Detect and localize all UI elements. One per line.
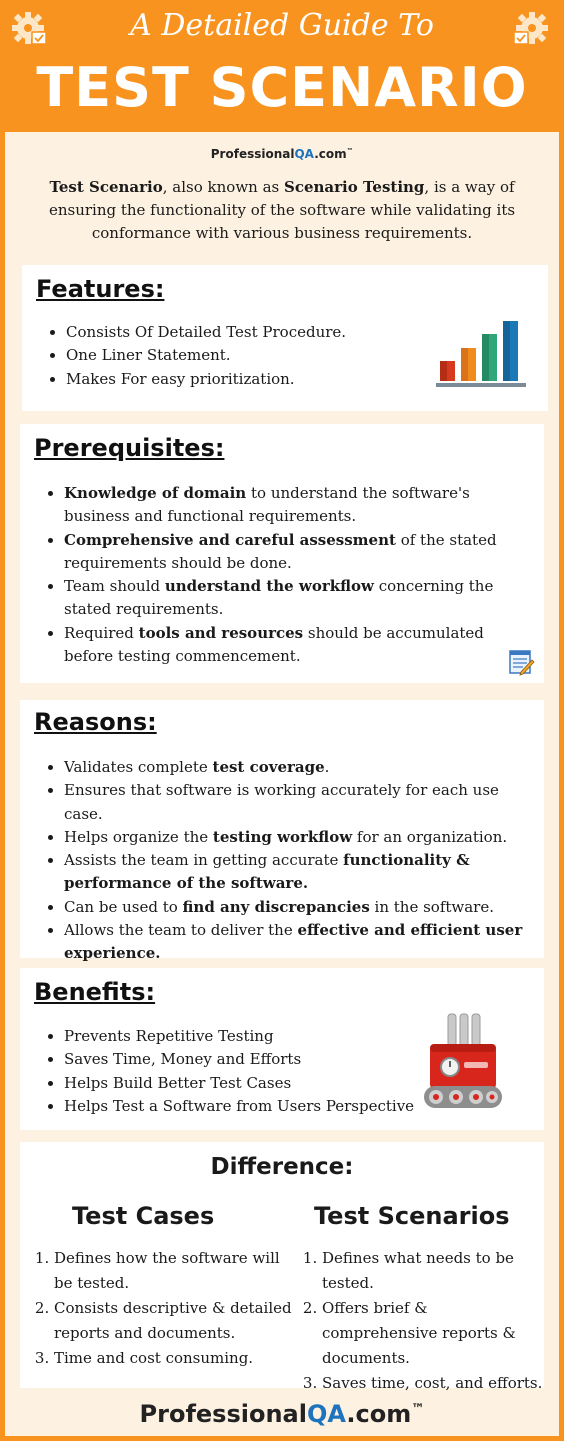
item-text: should be accumulated before testing com…: [64, 623, 484, 666]
item-text: to understand the software's business an…: [64, 484, 470, 526]
site-logo-small[interactable]: ProfessionalQA.com™: [0, 147, 564, 161]
list-item: Defines what needs to be tested.: [322, 1246, 544, 1296]
list-item: One Liner Statement.: [66, 344, 426, 367]
difference-card: Difference: Test Cases Test Scenarios De…: [20, 1142, 544, 1392]
machine-icon: [424, 1013, 502, 1108]
reasons-card: Reasons: Validates complete test coverag…: [20, 700, 544, 962]
benefits-card: Benefits: Prevents Repetitive Testing Sa…: [20, 968, 544, 1130]
benefits-heading: Benefits:: [34, 978, 156, 1006]
list-item: Team should understand the workflow conc…: [64, 575, 532, 622]
item-text: Required: [64, 623, 139, 642]
features-heading: Features:: [36, 275, 165, 303]
item-text: Assists the team in getting accurate: [64, 851, 344, 870]
item-text: .: [324, 758, 330, 776]
list-item: Helps Test a Software from Users Perspec…: [64, 1095, 424, 1118]
list-item: Can be used to find any discrepancies in…: [64, 896, 532, 919]
item-emphasis: find any discrepancies: [182, 897, 370, 916]
test-cases-heading: Test Cases: [72, 1202, 215, 1230]
gear-icon: [12, 12, 47, 45]
item-emphasis: testing workflow: [212, 827, 353, 846]
item-text: in the software.: [369, 897, 494, 916]
test-cases-list: Defines how the software will be tested.…: [40, 1246, 296, 1371]
logo-suffix: .com: [314, 147, 347, 161]
item-text: of the stated requirements should be don…: [64, 530, 497, 572]
intro-term-2: Scenario Testing: [284, 178, 425, 196]
logo-tm: ™: [346, 147, 354, 155]
prerequisites-card: Prerequisites: Knowledge of domain to un…: [20, 424, 544, 683]
logo-highlight: QA: [306, 1400, 347, 1428]
item-text: Can be used to: [64, 897, 183, 916]
item-text: Team should: [64, 577, 165, 596]
gear-icon: [513, 12, 548, 45]
list-item: Required tools and resources should be a…: [64, 622, 532, 669]
list-item: Consists Of Detailed Test Procedure.: [66, 321, 426, 344]
list-item: Helps organize the testing workflow for …: [64, 826, 532, 849]
prerequisites-heading: Prerequisites:: [34, 434, 225, 462]
logo-prefix: Professional: [210, 147, 295, 161]
header-banner: A Detailed Guide To TEST SCENARIO: [0, 0, 564, 132]
item-text: Validates complete: [64, 758, 213, 776]
list-item: Assists the team in getting accurate fun…: [64, 849, 532, 896]
item-text: Ensures that software is working accurat…: [64, 781, 499, 823]
difference-heading: Difference:: [210, 1154, 354, 1180]
logo-prefix: Professional: [139, 1400, 307, 1428]
item-emphasis: test coverage: [212, 758, 325, 776]
list-item: Allows the team to deliver the effective…: [64, 919, 532, 966]
features-card: Features: Consists Of Detailed Test Proc…: [22, 265, 548, 411]
list-item: Ensures that software is working accurat…: [64, 779, 532, 826]
item-emphasis: tools and resources: [138, 623, 304, 642]
list-item: Comprehensive and careful assessment of …: [64, 529, 532, 576]
logo-highlight: QA: [294, 147, 315, 161]
list-item: Saves time, cost, and efforts.: [322, 1371, 544, 1396]
page-title: TEST SCENARIO: [36, 56, 528, 119]
bar-chart-icon: [436, 321, 526, 387]
header-subtitle: A Detailed Guide To: [130, 8, 434, 43]
list-item: Prevents Repetitive Testing: [64, 1025, 424, 1048]
list-item: Knowledge of domain to understand the so…: [64, 482, 532, 529]
logo-tm: ™: [411, 1402, 425, 1417]
reasons-list: Validates complete test coverage. Ensure…: [64, 756, 532, 966]
features-list: Consists Of Detailed Test Procedure. One…: [66, 321, 426, 391]
list-item: Helps Build Better Test Cases: [64, 1072, 424, 1095]
item-emphasis: Comprehensive and careful assessment: [64, 530, 396, 549]
list-item: Consists descriptive & detailed reports …: [54, 1296, 296, 1346]
intro-paragraph: Test Scenario, also known as Scenario Te…: [18, 176, 546, 245]
item-text: Helps organize the: [64, 827, 213, 846]
item-text: for an organization.: [352, 827, 508, 846]
item-text: concerning the stated requirements.: [64, 577, 494, 619]
test-scenarios-list: Defines what needs to be tested. Offers …: [308, 1246, 544, 1396]
list-item: Offers brief & comprehensive reports & d…: [322, 1296, 544, 1371]
reasons-heading: Reasons:: [34, 708, 157, 736]
list-item: Defines how the software will be tested.: [54, 1246, 296, 1296]
notepad-pencil-icon: [509, 650, 535, 676]
intro-text-1: , also known as: [162, 178, 284, 196]
item-emphasis: effective and efficient user experience.: [64, 921, 523, 963]
list-item: Makes For easy prioritization.: [66, 368, 426, 391]
intro-text-2: , is a way of ensuring the functionality…: [48, 178, 516, 242]
logo-suffix: .com: [346, 1400, 412, 1428]
item-text: Allows the team to deliver the: [64, 921, 298, 940]
test-scenarios-heading: Test Scenarios: [314, 1202, 510, 1230]
intro-term-1: Test Scenario: [49, 178, 163, 196]
item-emphasis: Knowledge of domain: [64, 484, 247, 502]
benefits-list: Prevents Repetitive Testing Saves Time, …: [64, 1025, 424, 1118]
list-item: Validates complete test coverage.: [64, 756, 532, 779]
item-emphasis: functionality & performance of the softw…: [64, 851, 470, 893]
site-logo-large[interactable]: ProfessionalQA.com™: [0, 1400, 564, 1428]
item-emphasis: understand the workflow: [164, 577, 374, 596]
list-item: Time and cost consuming.: [54, 1346, 296, 1371]
prerequisites-list: Knowledge of domain to understand the so…: [64, 482, 532, 668]
list-item: Saves Time, Money and Efforts: [64, 1048, 424, 1071]
